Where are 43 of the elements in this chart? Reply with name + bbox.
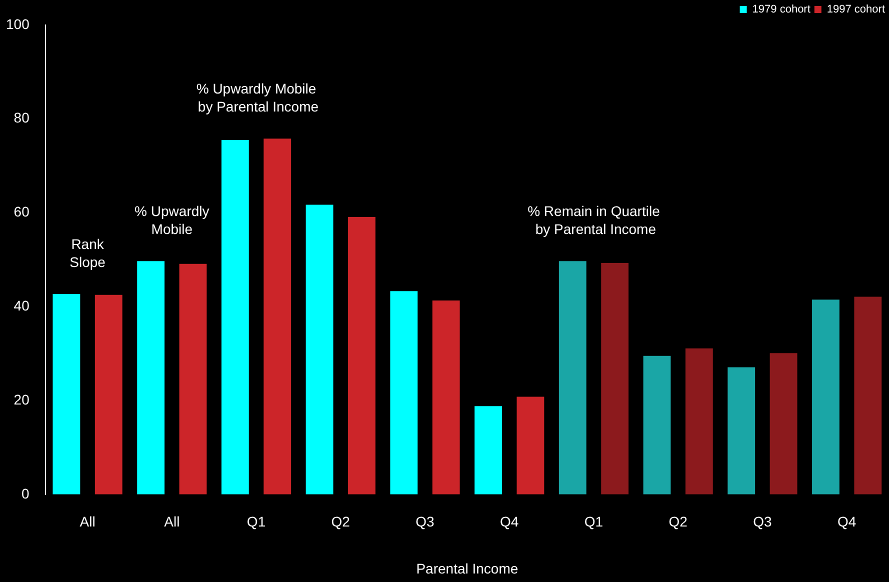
bar xyxy=(558,261,586,494)
annotation: % Upwardly Mobile xyxy=(134,203,210,238)
bar xyxy=(306,204,334,494)
y-tick-label: 100 xyxy=(6,16,30,32)
bar xyxy=(390,291,418,494)
legend-label: 1997 cohort xyxy=(826,4,886,16)
bar xyxy=(474,406,502,494)
annotation: % Remain in Quartile by Parental Income xyxy=(528,203,660,238)
x-tick-label: All xyxy=(80,514,96,530)
annotation: % Upwardly Mobile by Parental Income xyxy=(194,80,319,115)
bar xyxy=(643,356,671,494)
bar xyxy=(94,294,122,494)
bar xyxy=(601,262,629,494)
bar xyxy=(770,353,798,494)
legend-label: 1979 cohort xyxy=(752,4,810,16)
bar xyxy=(728,367,756,494)
bar xyxy=(516,396,544,494)
bar xyxy=(52,294,80,494)
x-tick-label: Q1 xyxy=(584,514,604,530)
annotation: Rank Slope xyxy=(70,236,106,270)
x-tick-label: Q1 xyxy=(246,514,266,530)
bar xyxy=(685,348,713,494)
bar xyxy=(432,300,460,494)
x-tick-label: Q2 xyxy=(331,514,350,530)
x-tick-label: Q4 xyxy=(837,514,856,530)
bar xyxy=(179,264,207,494)
x-tick-label: Q4 xyxy=(500,514,519,530)
y-tick-label: 0 xyxy=(22,485,30,502)
bar xyxy=(221,140,249,494)
bar xyxy=(854,296,882,494)
y-tick-label: 20 xyxy=(14,391,30,408)
bar xyxy=(264,138,292,494)
bar xyxy=(812,300,840,494)
x-tick-label: Q3 xyxy=(416,514,435,530)
y-tick-label: 40 xyxy=(14,298,30,314)
bar xyxy=(348,216,376,494)
x-tick-label: All xyxy=(164,514,180,530)
bar xyxy=(137,261,165,494)
y-tick-label: 60 xyxy=(14,204,30,220)
y-tick-label: 80 xyxy=(14,110,30,126)
x-tick-label: Q2 xyxy=(668,514,688,530)
x-tick-label: Q3 xyxy=(753,514,772,530)
x-axis-title: Parental Income xyxy=(416,560,518,576)
